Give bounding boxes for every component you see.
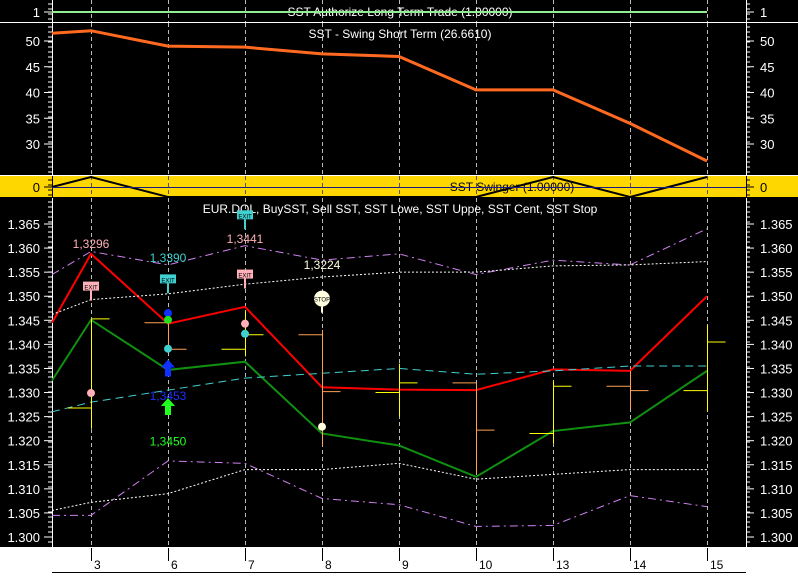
indicator-line [51,252,708,392]
y-tick-label-left: 1.365 [7,217,40,232]
x-tick-label: 13 [556,558,570,572]
value-annotation: 1,3224 [304,258,341,272]
y-tick-label-left: 1.340 [7,337,40,352]
sign-board [237,210,253,220]
y-tick-label-left: 0 [33,180,40,195]
x-tick-label: 7 [248,558,255,572]
sign-board [83,281,99,291]
y-tick-label-left: 1.355 [7,265,40,280]
y-tick-label-right: 1.335 [760,361,793,376]
y-tick-label-left: 1.300 [7,530,40,545]
y-tick-label-left: 1.330 [7,386,40,401]
y-tick-label-left: 1.335 [7,361,40,376]
sign-board [160,274,176,284]
y-tick-label-right: 1.355 [760,265,793,280]
y-tick-label-left: 1.325 [7,410,40,425]
indicator-line [51,261,708,315]
sign-label: EXIT [238,274,252,280]
y-tick-label-left: 40 [26,86,40,101]
x-tick-label: 3 [94,558,101,572]
value-annotation: 1,3390 [150,251,187,265]
x-tick-label: 6 [171,558,178,572]
value-annotation: 1,3296 [73,237,110,251]
y-tick-label-left: 1.320 [7,434,40,449]
y-tick-label-right: 1.320 [760,434,793,449]
sign-label: STOP [314,298,330,304]
y-tick-label-right: 1.325 [760,410,793,425]
y-tick-label-right: 1 [760,5,767,20]
x-tick-label: 9 [402,558,409,572]
y-tick-label-left: 1.305 [7,506,40,521]
y-tick-label-left: 45 [26,60,40,75]
indicator-line [51,365,707,413]
y-tick-label-left: 1.310 [7,482,40,497]
y-tick-label-right: 1.345 [760,313,793,328]
signal-dot [241,329,249,338]
y-tick-label-left: 50 [26,34,40,49]
signal-dot [164,315,172,324]
y-tick-label-right: 0 [760,180,767,195]
indicator-line [52,460,708,527]
panel-title: SST - Swing Short Term (26.6610) [309,27,492,41]
stop-sign-icon: STOP [314,290,330,313]
indicator-line [51,462,707,512]
series-line [51,29,708,163]
panel-title: EUR.DOL, BuySST, Sell SST, SST Lowe, SST… [203,202,598,216]
sign-board [237,269,253,279]
signal-dot [318,422,326,431]
indicator-line [51,228,708,276]
stop-sign-shape [314,290,330,307]
x-tick-label: 10 [479,558,493,572]
signal-dot [164,309,172,318]
x-tick-label: 14 [633,558,647,572]
sign-label: EXIT [238,214,252,220]
y-tick-label-right: 1.350 [760,289,793,304]
y-tick-label-right: 50 [760,34,774,49]
y-tick-label-right: 35 [760,111,774,126]
exit-sign-icon: EXIT [83,281,99,301]
indicator-line [51,318,708,478]
value-annotation: 1,3441 [227,232,264,246]
sign-label: EXIT [84,286,98,292]
y-tick-label-right: 1.310 [760,482,793,497]
y-tick-label-left: 1.360 [7,241,40,256]
y-tick-label-right: 1.300 [760,530,793,545]
y-tick-label-left: 1 [33,5,40,20]
y-tick-label-left: 1.315 [7,458,40,473]
y-tick-label-right: 1.365 [760,217,793,232]
up-arrow-icon [161,397,175,415]
y-tick-label-right: 1.340 [760,337,793,352]
y-tick-label-left: 30 [26,137,40,152]
y-tick-label-right: 1.360 [760,241,793,256]
y-tick-label-right: 45 [760,60,774,75]
sign-label: EXIT [161,278,175,284]
y-tick-label-right: 1.330 [760,386,793,401]
value-annotation: 1,3450 [150,435,187,449]
exit-sign-icon: EXIT [160,274,176,294]
exit-sign-icon: EXIT [237,269,253,289]
y-tick-label-left: 35 [26,111,40,126]
y-tick-label-right: 40 [760,86,774,101]
y-tick-label-left: 1.350 [7,289,40,304]
signal-dot [164,344,172,353]
y-tick-label-right: 30 [760,137,774,152]
signal-dot [241,319,249,328]
y-tick-label-right: 1.305 [760,506,793,521]
x-tick-label: 8 [325,558,332,572]
exit-sign-icon: EXIT [237,210,253,230]
value-annotation: 1,3453 [150,389,187,403]
signal-dot [87,389,95,398]
y-tick-label-right: 1.315 [760,458,793,473]
up-arrow-icon [161,359,175,377]
y-tick-label-left: 1.345 [7,313,40,328]
x-tick-label: 15 [710,558,724,572]
